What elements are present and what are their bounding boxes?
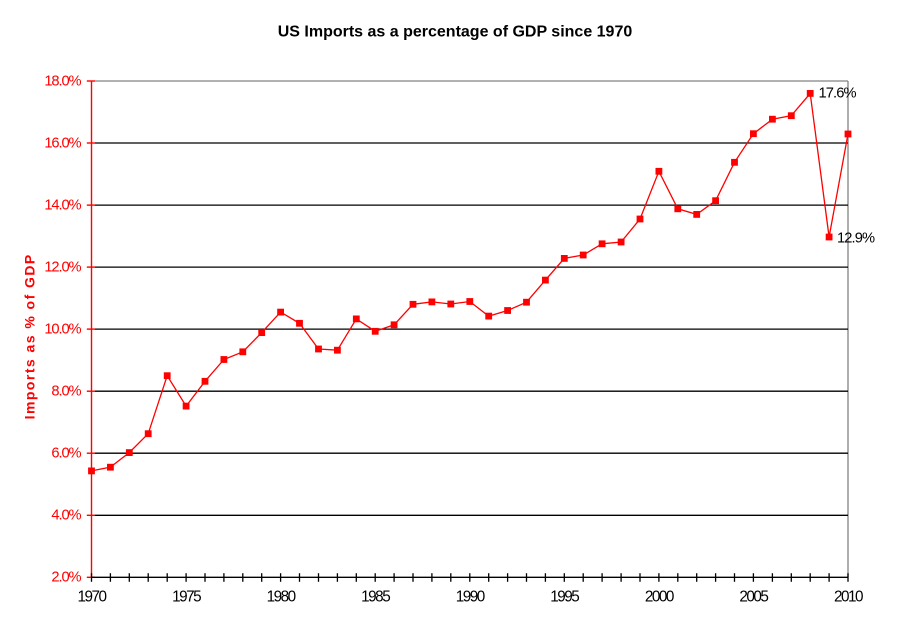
svg-text:17.6%: 17.6%: [819, 86, 857, 102]
svg-text:4.0%: 4.0%: [51, 508, 81, 524]
svg-text:18.0%: 18.0%: [44, 73, 81, 89]
svg-text:1970: 1970: [77, 588, 106, 605]
svg-text:8.0%: 8.0%: [51, 384, 81, 400]
svg-text:1975: 1975: [172, 588, 201, 605]
svg-text:12.9%: 12.9%: [837, 230, 875, 246]
svg-text:1980: 1980: [267, 588, 296, 605]
svg-text:2000: 2000: [645, 588, 674, 605]
svg-text:1995: 1995: [550, 588, 579, 605]
svg-text:1985: 1985: [361, 588, 390, 605]
svg-text:US Imports as a percentage of: US Imports as a percentage of GDP since …: [278, 24, 633, 41]
svg-text:6.0%: 6.0%: [51, 446, 81, 462]
svg-text:10.0%: 10.0%: [44, 322, 81, 338]
svg-text:12.0%: 12.0%: [44, 260, 81, 276]
svg-text:2.0%: 2.0%: [51, 570, 81, 586]
svg-text:16.0%: 16.0%: [44, 135, 81, 151]
svg-text:1990: 1990: [456, 588, 485, 605]
svg-text:2005: 2005: [739, 588, 768, 605]
svg-text:2010: 2010: [834, 588, 863, 605]
svg-text:14.0%: 14.0%: [44, 198, 81, 214]
svg-text:Imports as % of GDP: Imports as % of GDP: [22, 253, 38, 419]
